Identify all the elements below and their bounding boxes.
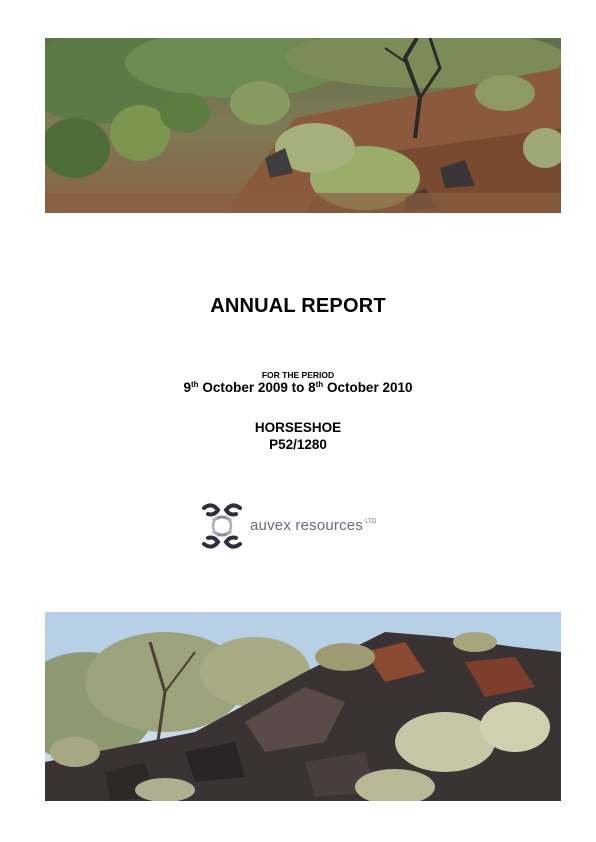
project-name: HORSESHOE bbox=[254, 420, 342, 435]
company-name-text: auvex resources bbox=[250, 517, 364, 534]
report-title: ANNUAL REPORT bbox=[210, 295, 386, 317]
auvex-logo bbox=[196, 500, 396, 552]
period-range: 9th October 2009 to 8th October 2010 bbox=[0, 380, 596, 395]
period-start-day: 9 bbox=[183, 380, 192, 395]
period-end: October 2010 bbox=[323, 380, 413, 395]
period-label: FOR THE PERIOD bbox=[261, 370, 335, 380]
period-end-suffix: th bbox=[315, 380, 324, 389]
company-name: auvex resources LTD bbox=[250, 517, 377, 534]
company-suffix: LTD bbox=[365, 519, 377, 525]
tenement-number: P52/1280 bbox=[269, 437, 327, 452]
bottom-landscape-photo bbox=[45, 612, 561, 801]
period-middle: October 2009 to 8 bbox=[198, 380, 316, 395]
period-start-suffix: th bbox=[191, 380, 199, 389]
top-landscape-photo bbox=[45, 38, 561, 213]
auvex-logo-mark-icon bbox=[202, 503, 242, 549]
